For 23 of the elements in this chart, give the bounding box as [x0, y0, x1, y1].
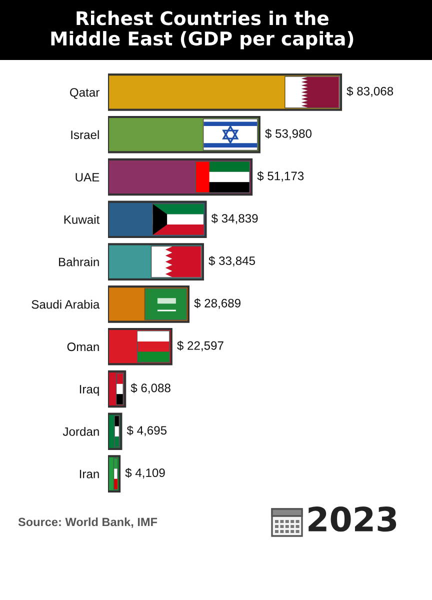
y-tick-label: Qatar	[70, 88, 100, 99]
y-tick-label: Kuwait	[64, 215, 100, 224]
data-label: $ 51,173	[257, 171, 304, 182]
chart-title: Richest Countries in the Middle East (GDP per capita)	[51, 10, 354, 50]
y-tick-label: Jordan	[62, 427, 99, 436]
y-tick-label: Bahrain	[59, 257, 99, 266]
data-label: $ 53,980	[265, 128, 312, 140]
data-label: $ 22,597	[177, 340, 224, 352]
data-label: $ 34,839	[211, 214, 258, 224]
y-tick-label: Iran	[80, 470, 99, 478]
data-label: $ 4,695	[126, 426, 167, 436]
y-tick-label: Oman	[67, 342, 99, 352]
y-tick-label: Israel	[71, 130, 99, 140]
data-label: $ 6,088	[130, 383, 170, 394]
source-note: Source: World Bank, IMF	[18, 517, 158, 528]
data-label: $ 28,689	[194, 298, 240, 309]
text: 2023	[308, 506, 396, 532]
data-label: $ 33,845	[208, 256, 256, 266]
y-tick-label: Saudi Arabia	[32, 300, 100, 309]
data-label: $ 4,109	[125, 468, 165, 478]
y-tick-label: Iraq	[80, 385, 99, 396]
data-label: $ 83,068	[346, 86, 394, 97]
y-tick-label: UAE	[76, 173, 100, 182]
